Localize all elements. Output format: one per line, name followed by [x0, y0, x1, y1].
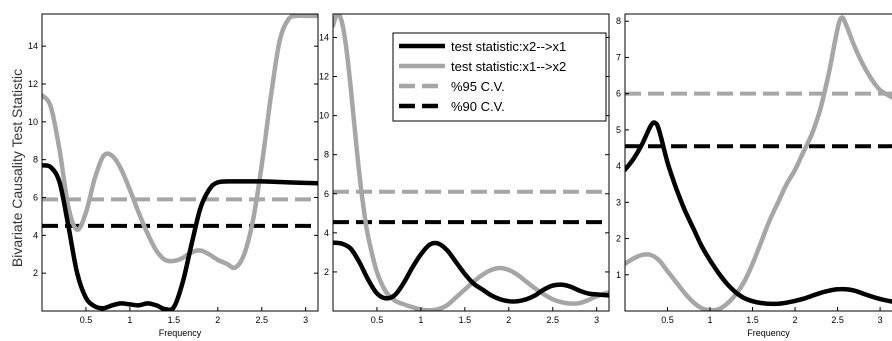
panel-2: 0.5 1 1.5 2 2.5 3 2 4 6 8 10 12 14 — [319, 13, 610, 325]
panel-2-series — [333, 14, 609, 311]
x-tick-label: 2 — [793, 315, 798, 325]
y-tick-label: 6 — [324, 189, 329, 199]
x-tick-label: 3 — [594, 315, 599, 325]
x-tick-label: 0.5 — [661, 315, 674, 325]
panel-frame — [624, 13, 892, 312]
x-tick-label: 2.5 — [831, 315, 844, 325]
y-tick-label: 8 — [33, 155, 38, 165]
series-line-test-statistic-x1-x2 — [42, 14, 318, 271]
y-tick-label: 6 — [33, 192, 38, 202]
x-tick-label: 0.5 — [371, 315, 384, 325]
y-tick-label: 6 — [616, 89, 621, 99]
panel-frame — [332, 13, 610, 312]
legend-label: %90 C.V. — [451, 99, 505, 114]
y-axis-label: Bivariate Causality Test Statistic — [9, 69, 25, 267]
y-tick-label: 2 — [616, 234, 621, 244]
y-tick-label: 4 — [616, 161, 621, 171]
y-tick-label: 2 — [33, 268, 38, 278]
x-tick-label: 2.5 — [255, 315, 268, 325]
series-line-test-statistic-x2-x1 — [42, 163, 318, 311]
y-tick-label: 10 — [319, 111, 329, 121]
panel-3-series — [625, 15, 892, 311]
y-tick-label: 14 — [319, 32, 329, 42]
y-tick-label: 8 — [616, 16, 621, 26]
y-tick-label: 4 — [33, 230, 38, 240]
legend: test statistic:x2-->x1 test statistic:x1-… — [392, 32, 607, 122]
x-tick-label: 3 — [878, 315, 883, 325]
series-line-test-statistic-x1-x2 — [625, 15, 892, 311]
legend-label: test statistic:x1-->x2 — [451, 59, 566, 74]
y-tick-label: 12 — [28, 79, 38, 89]
series-line-test-statistic-x1-x2 — [333, 14, 609, 311]
legend-label: test statistic:x2-->x1 — [451, 39, 566, 54]
x-tick-label: 1.5 — [746, 315, 759, 325]
legend-label: %95 C.V. — [451, 79, 505, 94]
x-tick-label: 1 — [127, 315, 132, 325]
y-tick-label: 5 — [616, 125, 621, 135]
x-tick-label: 1.5 — [168, 315, 181, 325]
x-tick-label: 2 — [215, 315, 220, 325]
series-line-test-statistic-x2-x1 — [333, 240, 609, 304]
y-tick-label: 7 — [616, 52, 621, 62]
y-tick-label: 2 — [324, 267, 329, 277]
x-tick-label: 2 — [506, 315, 511, 325]
panel-1: 0.5 1 1.5 2 2.5 3 2 4 6 8 10 12 14 Frequency — [28, 13, 319, 338]
y-tick-label: 14 — [28, 41, 38, 51]
x-tick-label: 0.5 — [80, 315, 93, 325]
y-tick-label: 3 — [616, 197, 621, 207]
y-tick-label: 12 — [319, 72, 329, 82]
x-tick-label: 2.5 — [546, 315, 559, 325]
y-tick-label: 10 — [28, 117, 38, 127]
x-axis-label: Frequency — [747, 328, 790, 338]
panel-1-series — [42, 14, 318, 311]
series-line-test-statistic-x2-x1 — [625, 120, 892, 307]
x-tick-label: 1 — [708, 315, 713, 325]
panel-frame — [41, 13, 319, 312]
panel-3: 0.5 1 1.5 2 2.5 3 1 2 3 4 5 6 7 8 Frequency — [616, 13, 892, 338]
y-tick-label: 4 — [324, 228, 329, 238]
x-tick-label: 1.5 — [459, 315, 472, 325]
x-tick-label: 3 — [303, 315, 308, 325]
y-tick-label: 8 — [324, 150, 329, 160]
x-axis-label: Frequency — [159, 328, 202, 338]
x-tick-label: 1 — [418, 315, 423, 325]
y-tick-label: 1 — [616, 270, 621, 280]
